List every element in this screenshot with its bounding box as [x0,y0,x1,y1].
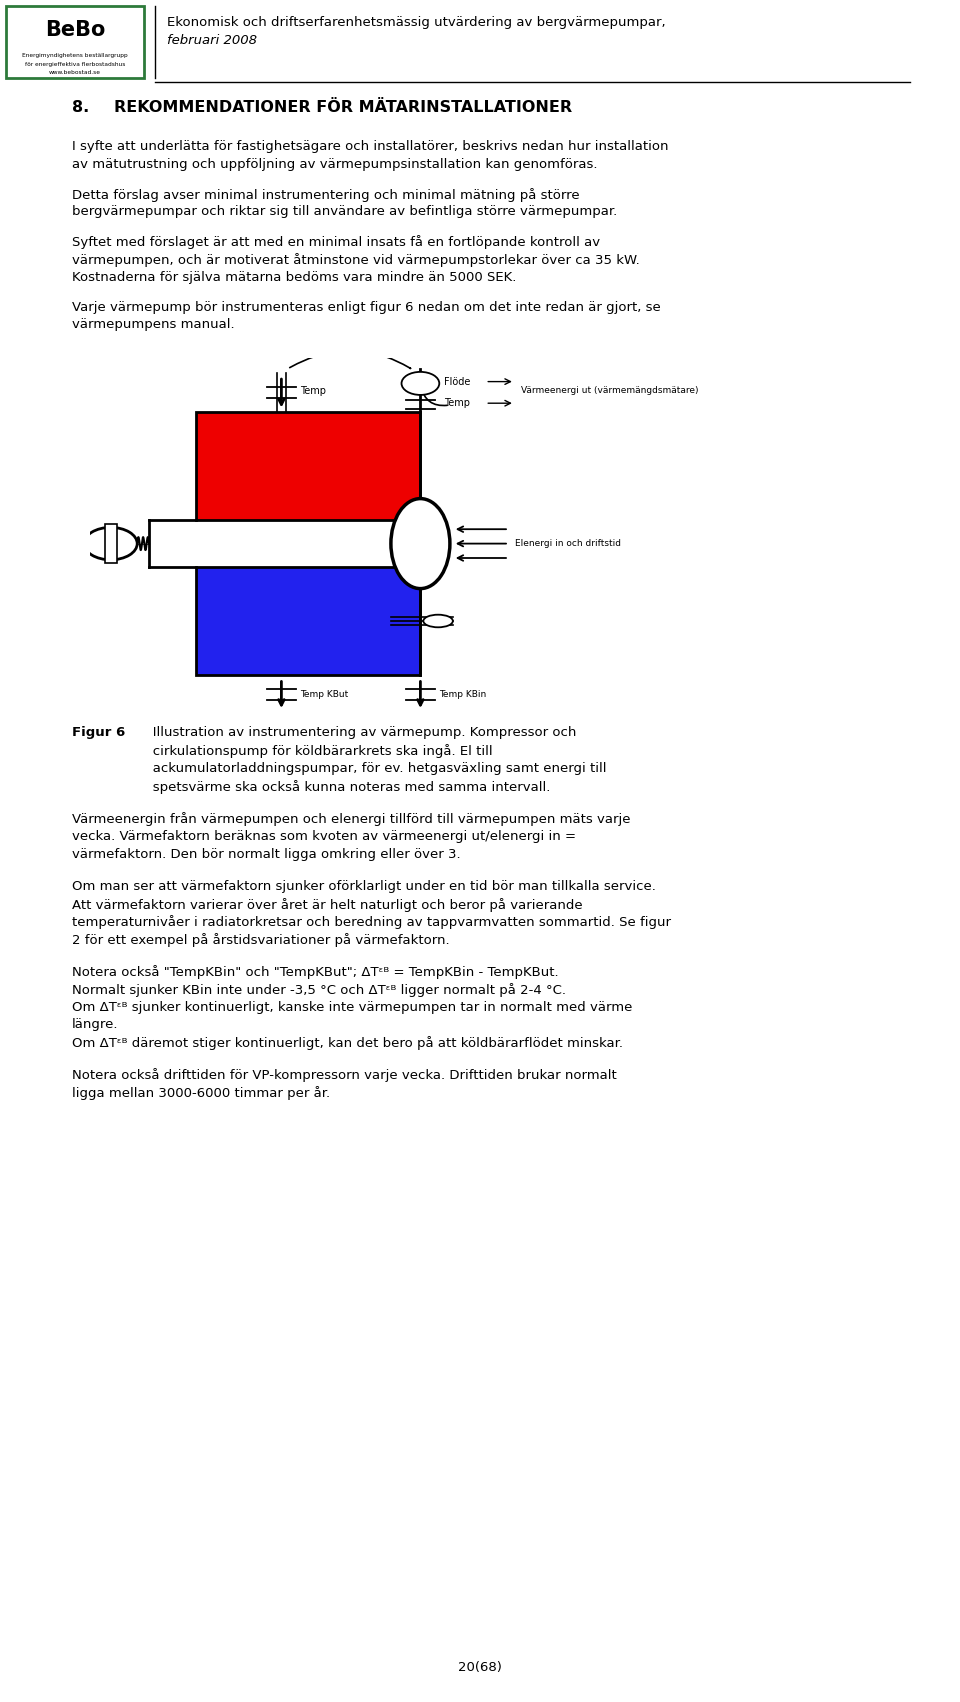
Text: Illustration av instrumentering av värmepump. Kompressor och: Illustration av instrumentering av värme… [140,727,576,739]
Bar [6,7,144,78]
Text: Notera också drifttiden för VP-kompressorn varje vecka. Drifttiden brukar normal: Notera också drifttiden för VP-kompresso… [72,1067,616,1082]
Text: Värmeenergin från värmepumpen och elenergi tillförd till värmepumpen mäts varje: Värmeenergin från värmepumpen och elener… [72,812,631,827]
Text: Värmeenergi ut (värmemängdsmätare): Värmeenergi ut (värmemängdsmätare) [520,386,698,395]
Text: Detta förslag avser minimal instrumentering och minimal mätning på större: Detta förslag avser minimal instrumenter… [72,187,580,201]
Text: 8.: 8. [72,100,89,116]
Text: www.bebostad.se: www.bebostad.se [49,70,101,75]
Text: Om ΔTᵋᴮ däremot stiger kontinuerligt, kan det bero på att köldbärarflödet minska: Om ΔTᵋᴮ däremot stiger kontinuerligt, ka… [72,1037,623,1050]
Bar [196,412,420,521]
Text: Notera också "TempKBin" och "TempKBut"; ΔTᵋᴮ = TempKBin - TempKBut.: Notera också "TempKBin" och "TempKBut"; … [72,965,559,979]
Text: I syfte att underlätta för fastighetsägare och installatörer, beskrivs nedan hur: I syfte att underlätta för fastighetsäga… [72,140,668,153]
Text: Ekonomisk och driftserfarenhetsmässig utvärdering av bergvärmepumpar,: Ekonomisk och driftserfarenhetsmässig ut… [167,15,665,29]
Text: ligga mellan 3000-6000 timmar per år.: ligga mellan 3000-6000 timmar per år. [72,1086,330,1099]
Text: Energimyndighetens beställargrupp: Energimyndighetens beställargrupp [22,53,128,58]
Text: REKOMMENDATIONER FÖR MÄTARINSTALLATIONER: REKOMMENDATIONER FÖR MÄTARINSTALLATIONER [114,100,572,116]
Text: Kostnaderna för själva mätarna bedöms vara mindre än 5000 SEK.: Kostnaderna för själva mätarna bedöms va… [72,271,516,284]
Text: Varje värmepump bör instrumenteras enligt figur 6 nedan om det inte redan är gjo: Varje värmepump bör instrumenteras enlig… [72,301,660,313]
Text: Om man ser att värmefaktorn sjunker oförklarligt under en tid bör man tillkalla : Om man ser att värmefaktorn sjunker oför… [72,880,656,894]
Text: Elenergi in och driftstid: Elenergi in och driftstid [515,540,621,548]
Text: av mätutrustning och uppföljning av värmepumpsinstallation kan genomföras.: av mätutrustning och uppföljning av värm… [72,158,597,170]
FancyArrowPatch shape [290,351,411,368]
Text: värmepumpen, och är motiverat åtminstone vid värmepumpstorlekar över ca 35 kW.: värmepumpen, och är motiverat åtminstone… [72,254,639,267]
Circle shape [84,528,137,560]
Text: Att värmefaktorn varierar över året är helt naturligt och beror på varierande: Att värmefaktorn varierar över året är h… [72,897,583,912]
Text: Temp KBut: Temp KBut [300,691,348,700]
Text: värmefaktorn. Den bör normalt ligga omkring eller över 3.: värmefaktorn. Den bör normalt ligga omkr… [72,848,461,861]
Circle shape [401,371,440,395]
Text: spetsvärme ska också kunna noteras med samma intervall.: spetsvärme ska också kunna noteras med s… [140,780,550,793]
Text: Figur 6: Figur 6 [72,727,125,739]
Text: februari 2008: februari 2008 [167,34,257,46]
Text: Flöde: Flöde [444,376,470,386]
Text: Temp KBin: Temp KBin [440,691,487,700]
Ellipse shape [423,614,453,628]
Text: BeBo: BeBo [45,20,106,39]
Text: ackumulatorladdningspumpar, för ev. hetgasväxling samt energi till: ackumulatorladdningspumpar, för ev. hetg… [140,762,607,774]
FancyArrowPatch shape [420,386,447,405]
Text: Temp: Temp [444,398,470,408]
Text: för energieffektiva flerbostadshus: för energieffektiva flerbostadshus [25,61,125,66]
Text: cirkulationspump för köldbärarkrets ska ingå. El till: cirkulationspump för köldbärarkrets ska … [140,744,492,757]
Text: Om ΔTᵋᴮ sjunker kontinuerligt, kanske inte värmepumpen tar in normalt med värme: Om ΔTᵋᴮ sjunker kontinuerligt, kanske in… [72,1001,633,1014]
Bar [105,524,116,563]
Ellipse shape [391,499,450,589]
Text: vecka. Värmefaktorn beräknas som kvoten av värmeenergi ut/elenergi in =: vecka. Värmefaktorn beräknas som kvoten … [72,831,576,842]
Bar [196,567,420,676]
Text: Normalt sjunker KBin inte under -3,5 °C och ΔTᵋᴮ ligger normalt på 2-4 °C.: Normalt sjunker KBin inte under -3,5 °C … [72,982,566,997]
Text: värmepumpens manual.: värmepumpens manual. [72,318,234,332]
Text: 20(68): 20(68) [458,1661,502,1675]
Text: temperaturnivåer i radiatorkretsar och beredning av tappvarmvatten sommartid. Se: temperaturnivåer i radiatorkretsar och b… [72,916,671,929]
Text: bergvärmepumpar och riktar sig till användare av befintliga större värmepumpar.: bergvärmepumpar och riktar sig till anvä… [72,206,617,218]
Text: 2 för ett exempel på årstidsvariationer på värmefaktorn.: 2 för ett exempel på årstidsvariationer … [72,933,449,948]
Text: Syftet med förslaget är att med en minimal insats få en fortlöpande kontroll av: Syftet med förslaget är att med en minim… [72,235,600,248]
Text: längre.: längre. [72,1018,118,1031]
Text: Temp: Temp [300,386,326,395]
